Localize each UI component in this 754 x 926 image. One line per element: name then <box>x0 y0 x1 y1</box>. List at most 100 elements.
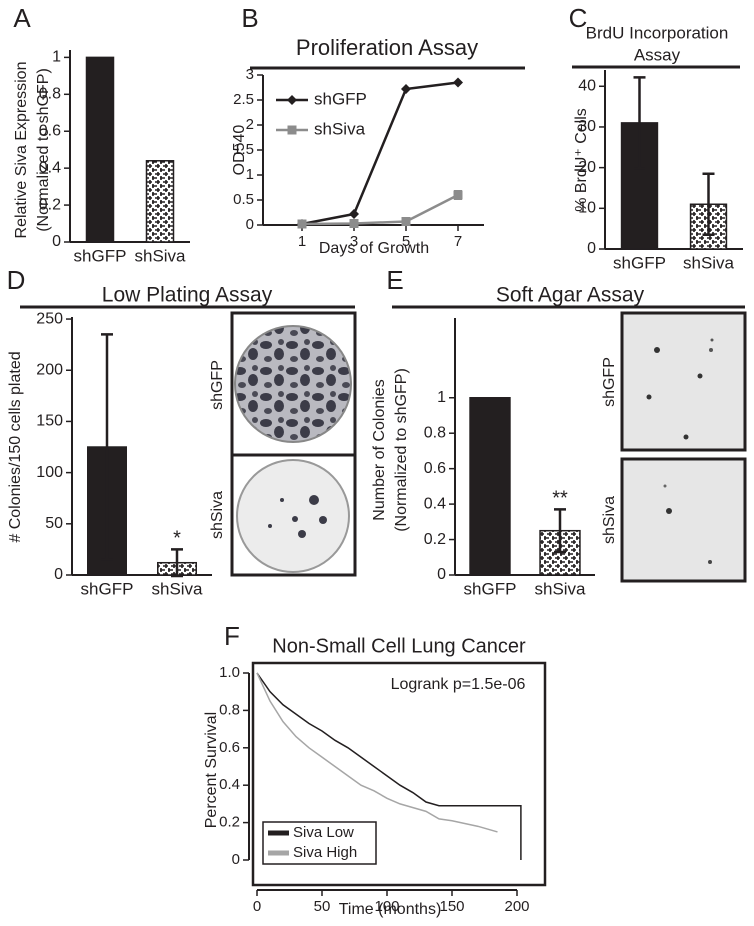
series-line <box>301 81 459 226</box>
bar <box>145 160 175 243</box>
y-axis-label: Number of Colonies <box>371 379 388 520</box>
marker <box>453 77 463 88</box>
x-tick-label: shSiva <box>534 579 586 598</box>
annotation: Logrank p=1.5e-06 <box>391 676 526 693</box>
y-tick-label: 200 <box>36 361 63 378</box>
panel-letter: B <box>241 3 258 33</box>
panel-letter: F <box>224 621 240 651</box>
x-tick-label: shGFP <box>74 246 127 265</box>
series-line <box>256 672 498 833</box>
x-tick-label: shSiva <box>151 579 203 598</box>
marker <box>297 219 307 229</box>
y-tick-label: 0 <box>246 216 254 233</box>
image-label: shGFP <box>601 357 618 407</box>
x-tick-label: shSiva <box>134 246 186 265</box>
y-tick-label: 0 <box>54 566 63 583</box>
y-tick-label: 0.6 <box>39 122 61 139</box>
x-tick-label: 7 <box>454 233 462 250</box>
y-axis-label: % BrdU⁺ Cells <box>573 108 590 212</box>
x-tick-label: 1 <box>298 233 306 250</box>
y-tick-label: 1.5 <box>233 141 254 158</box>
y-tick-label: 0 <box>52 233 61 250</box>
y-tick-label: 0 <box>437 566 446 583</box>
significance: * <box>173 528 181 550</box>
series-line <box>301 193 459 226</box>
y-tick-label: 2.5 <box>233 91 254 108</box>
error-bar <box>101 333 113 561</box>
series-line <box>256 672 522 860</box>
y-tick-label: 30 <box>578 118 596 135</box>
chart-title: Proliferation Assay <box>296 35 478 60</box>
y-axis-label: (Normalized to shGFP) <box>35 68 52 232</box>
x-axis-label: Time (months) <box>339 901 442 918</box>
y-tick-label: 100 <box>36 464 63 481</box>
agar-images-e <box>620 311 747 583</box>
y-tick-label: 0.4 <box>424 495 446 512</box>
y-tick-label: 0 <box>587 240 596 257</box>
x-tick-label: 150 <box>439 898 464 915</box>
legend-label: Siva High <box>293 844 357 861</box>
chart-title: Low Plating Assay <box>102 284 273 307</box>
y-tick-label: 0.4 <box>219 776 240 793</box>
y-tick-label: 0.6 <box>424 460 446 477</box>
marker <box>349 209 359 219</box>
x-tick-label: shSiva <box>683 253 735 272</box>
legend-label: shSiva <box>314 119 366 138</box>
y-tick-label: 0 <box>232 851 240 868</box>
y-tick-label: 40 <box>578 77 596 94</box>
y-axis-label: (Normalized to shGFP) <box>393 368 410 532</box>
y-tick-label: 1.0 <box>219 664 240 681</box>
error-bar <box>454 190 462 200</box>
legend-label: shGFP <box>314 89 367 108</box>
panel-letter: D <box>7 265 26 295</box>
marker <box>401 84 411 94</box>
x-tick-label: 0 <box>253 898 261 915</box>
image-label: shSiva <box>601 496 618 544</box>
y-tick-label: 150 <box>36 413 63 430</box>
legend-box <box>262 821 377 865</box>
marker <box>401 217 411 226</box>
marker <box>349 219 359 228</box>
y-tick-label: 0.2 <box>219 814 240 831</box>
x-tick-label: 200 <box>504 898 529 915</box>
y-tick-label: 0.2 <box>39 196 61 213</box>
chart-title: Soft Agar Assay <box>496 284 645 307</box>
y-tick-label: 3 <box>246 66 254 83</box>
y-tick-label: 50 <box>45 515 63 532</box>
y-tick-label: 250 <box>36 310 63 327</box>
y-tick-label: 0.2 <box>424 531 446 548</box>
image-label: shGFP <box>209 360 226 410</box>
x-tick-label: shGFP <box>464 579 517 598</box>
y-tick-label: 0.6 <box>219 739 240 756</box>
y-tick-label: 20 <box>578 159 596 176</box>
x-tick-label: 50 <box>314 898 331 915</box>
y-tick-label: 10 <box>578 200 596 217</box>
y-tick-label: 0.8 <box>424 424 446 441</box>
legend-label: Siva Low <box>293 824 354 841</box>
y-tick-label: 1 <box>246 166 254 183</box>
error-bar <box>554 508 566 554</box>
y-tick-label: 1 <box>437 389 446 406</box>
error-bar <box>633 76 646 170</box>
y-tick-label: 2 <box>246 116 254 133</box>
y-tick-label: 0.4 <box>39 159 61 176</box>
y-axis-label: OD540 <box>231 125 248 176</box>
error-bar <box>702 172 715 237</box>
error-bar <box>171 548 183 578</box>
y-tick-label: 0.5 <box>233 191 254 208</box>
bar <box>469 397 511 576</box>
image-label: shSiva <box>209 491 226 539</box>
y-tick-label: 1 <box>52 49 61 66</box>
y-axis-label: Relative Siva Expression <box>13 62 30 239</box>
chart-title: Assay <box>634 45 681 64</box>
legend-marker <box>287 95 297 105</box>
y-tick-label: 0.8 <box>39 86 61 103</box>
x-tick-label: 3 <box>350 233 358 250</box>
x-tick-label: shGFP <box>81 579 134 598</box>
chart-title: BrdU Incorporation <box>586 23 729 42</box>
y-axis-label: Percent Survival <box>203 712 220 829</box>
x-axis-label: Days of Growth <box>319 240 429 257</box>
x-tick-label: 100 <box>374 898 399 915</box>
